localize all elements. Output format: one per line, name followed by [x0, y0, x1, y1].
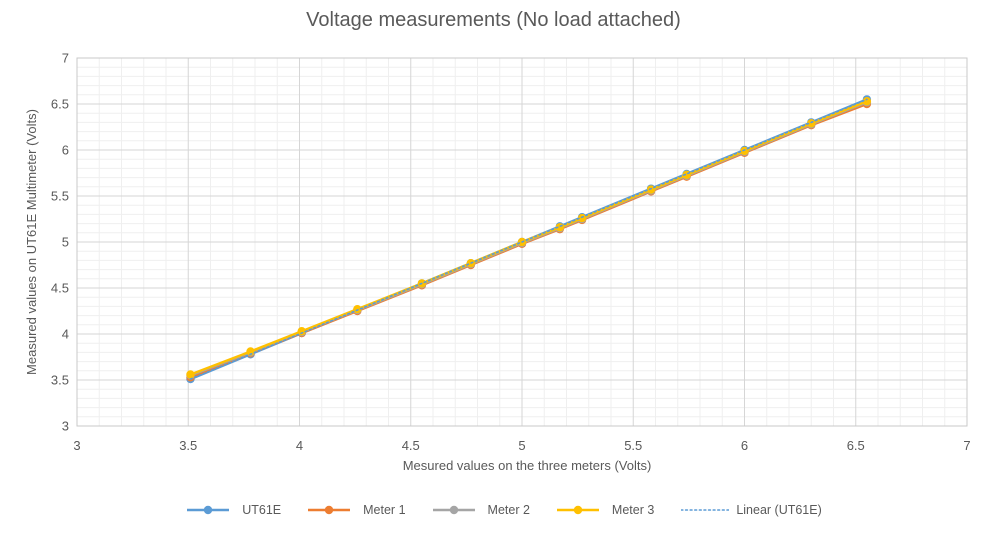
x-tick-label: 6 [741, 438, 748, 453]
legend-item-ut61e[interactable]: UT61E [187, 503, 281, 517]
x-axis-title: Mesured values on the three meters (Volt… [402, 458, 652, 473]
legend-label: Linear (UT61E) [736, 503, 822, 517]
y-tick-label: 6.5 [51, 97, 69, 112]
legend-label: Meter 3 [611, 503, 655, 517]
plot-border [76, 57, 968, 427]
data-point-marker[interactable] [246, 347, 255, 356]
y-tick-label: 3.5 [51, 373, 69, 388]
y-tick-label: 7 [62, 51, 69, 66]
x-tick-label: 5.5 [624, 438, 642, 453]
legend-label: Meter 1 [363, 503, 406, 517]
chart-title: Voltage measurements (No load attached) [306, 9, 681, 31]
legend-label: Meter 2 [487, 503, 530, 517]
x-tick-label: 3.5 [179, 438, 197, 453]
tick-labels: 3 3.5 4 4.5 5 5.5 6 6.5 7 3 3.5 4 4.5 5 5.5 6 6.5 7 [51, 51, 971, 454]
y-tick-label: 5.5 [51, 189, 69, 204]
y-tick-label: 4 [62, 327, 69, 342]
legend-marker [324, 505, 334, 515]
legend-label: UT61E [242, 503, 282, 517]
x-tick-label: 4.5 [402, 438, 420, 453]
x-tick-label: 5 [518, 438, 525, 453]
y-tick-label: 6 [62, 143, 69, 158]
x-tick-label: 6.5 [847, 438, 865, 453]
legend-item-meter-1[interactable]: Meter 1 [308, 503, 406, 517]
data-point-marker[interactable] [577, 213, 587, 223]
legend-line-marker-icon [556, 505, 599, 515]
legend-item-meter-3[interactable]: Meter 3 [556, 503, 655, 517]
legend: UT61E Meter 1 Meter 2 Meter 3 Linear (UT61E) [0, 503, 987, 517]
data-point-marker[interactable] [862, 97, 872, 106]
x-tick-label: 4 [296, 438, 303, 453]
x-tick-label: 7 [963, 438, 970, 453]
legend-marker [204, 505, 213, 515]
legend-line-marker-icon [187, 505, 230, 515]
trendline-linear-ut61e[interactable] [189, 98, 868, 380]
data-point-marker[interactable] [297, 327, 306, 336]
y-tick-label: 5 [62, 235, 69, 250]
legend-line-marker-icon [432, 505, 475, 515]
legend-item-linear-ut61e[interactable]: Linear (UT61E) [681, 503, 822, 517]
legend-marker [573, 505, 583, 515]
y-tick-label: 4.5 [51, 281, 69, 296]
data-point-marker[interactable] [353, 304, 362, 314]
series-line [189, 99, 869, 376]
x-tick-label: 3 [73, 438, 80, 453]
legend-line-marker-icon [308, 505, 351, 515]
data-point-marker[interactable] [186, 370, 195, 379]
legend-marker [449, 505, 458, 515]
legend-item-meter-2[interactable]: Meter 2 [432, 503, 530, 517]
y-tick-label: 3 [62, 419, 69, 434]
legend-dotted-line-icon [681, 509, 730, 511]
